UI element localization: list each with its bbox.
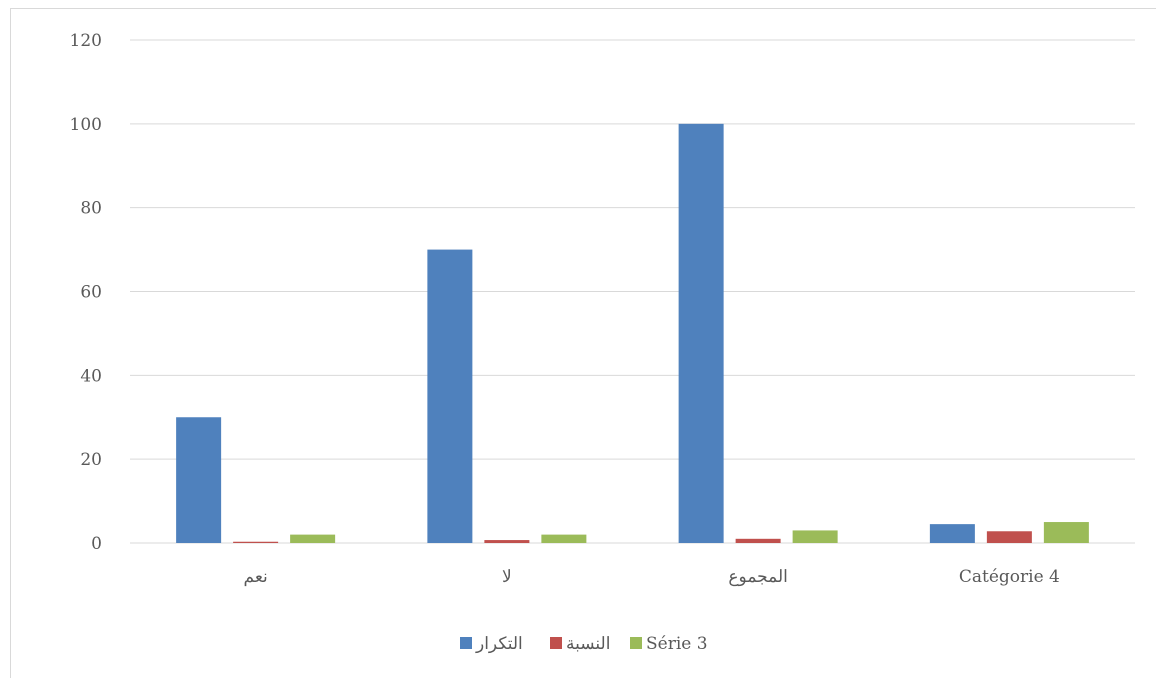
bar-3-3 [792,530,838,543]
category-label: نعم [244,567,268,587]
legend-label-1: التكرار [475,634,523,654]
bar-1-2 [427,249,473,544]
legend: التكرار النسبة Série 3 [460,634,708,654]
y-tick-label: 20 [80,450,102,470]
bar-2-4 [986,531,1032,543]
y-tick-label: 80 [80,199,102,219]
x-axis-categories: نعم لا المجموع Catégorie 4 [244,567,1060,587]
chart-frame [10,8,1156,678]
bar-2-1 [233,541,279,543]
legend-swatch-1 [460,637,472,649]
legend-label-2: النسبة [566,634,610,654]
bars [176,123,1089,544]
bar-2-2 [484,540,530,543]
legend-swatch-2 [550,637,562,649]
y-tick-label: 60 [80,283,102,303]
y-tick-label: 40 [80,366,102,386]
bar-2-3 [735,538,781,543]
legend-swatch-3 [630,637,642,649]
gridlines [130,39,1135,544]
y-axis-ticks: 0 20 40 60 80 100 120 [70,31,102,554]
bar-3-1 [290,534,336,543]
bar-3-4 [1043,522,1089,543]
legend-label-3: Série 3 [646,634,708,654]
category-label: Catégorie 4 [959,567,1060,587]
bar-1-1 [176,417,222,543]
bar-1-3 [678,123,724,543]
y-tick-label: 100 [70,115,102,135]
category-label: لا [502,567,512,587]
bar-3-2 [541,534,587,543]
bar-1-4 [929,524,975,543]
y-tick-label: 0 [91,534,102,554]
category-label: المجموع [728,567,787,587]
y-tick-label: 120 [70,31,102,51]
